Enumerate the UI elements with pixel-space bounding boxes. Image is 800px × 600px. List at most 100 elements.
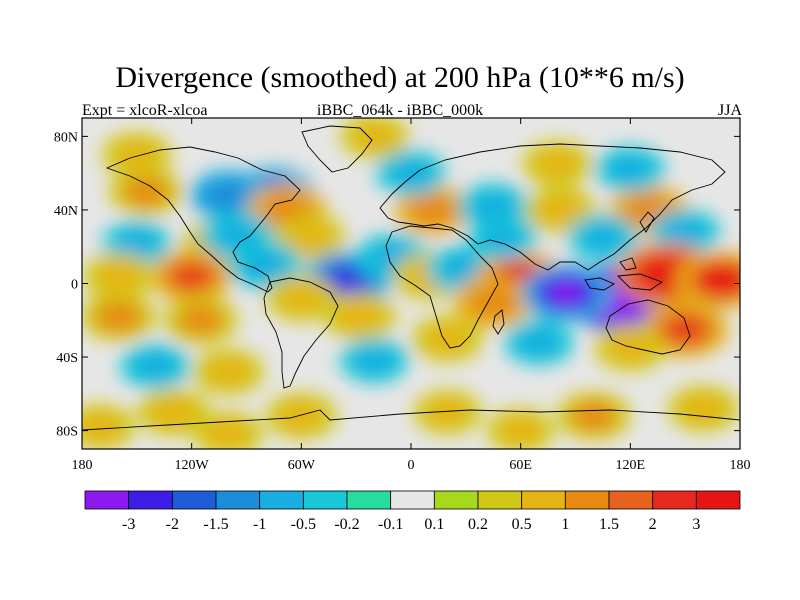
colorbar-label: -2 xyxy=(166,516,179,533)
colorbar-label: 0.2 xyxy=(468,516,488,533)
contour-region xyxy=(440,254,484,283)
colorbar-label: 0.5 xyxy=(512,516,532,533)
colorbar-swatch xyxy=(695,490,741,510)
colorbar-swatch xyxy=(652,490,697,510)
y-tick-label: 40S xyxy=(56,351,78,366)
contour-region xyxy=(408,194,458,226)
y-tick-label: 0 xyxy=(71,278,78,293)
contour-region xyxy=(482,224,523,251)
contour-region xyxy=(337,302,383,332)
contour-region xyxy=(206,357,250,386)
contour-region xyxy=(570,400,617,431)
colorbar-swatch xyxy=(259,490,304,510)
contour-region xyxy=(122,176,169,207)
x-tick-label: 0 xyxy=(408,458,415,473)
colorbar-swatch xyxy=(608,490,654,510)
colorbar-swatch xyxy=(477,490,523,510)
x-tick-label: 180 xyxy=(72,458,93,473)
contour-fill-layer xyxy=(82,118,740,449)
contour-region xyxy=(518,328,560,357)
contour-region xyxy=(664,218,707,246)
colorbar-swatch xyxy=(171,490,217,510)
x-tick-label: 180 xyxy=(730,458,751,473)
contour-region xyxy=(467,285,520,319)
contour-region xyxy=(203,179,253,212)
contour-region xyxy=(134,352,177,381)
coastline-japan xyxy=(639,211,655,233)
run-comparison-label: iBBC_064k - iBBC_000k xyxy=(316,102,484,119)
axis-ticks: 180 120W 60W 0 60E 120E 180 80N 40N 0 40S 80S xyxy=(54,118,751,473)
contour-region xyxy=(96,261,141,291)
colorbar-swatch xyxy=(564,490,610,510)
x-tick-label: 60W xyxy=(288,458,316,473)
coastline-antarctica xyxy=(82,409,740,431)
contour-region xyxy=(427,398,468,426)
contour-region xyxy=(354,122,395,150)
x-tick-label: 60E xyxy=(509,458,532,473)
experiment-label: Expt = xlcoR-xlcoa xyxy=(82,102,208,119)
contour-region xyxy=(94,301,143,332)
colorbar-swatch xyxy=(346,490,392,510)
contour-region xyxy=(289,223,332,252)
colorbar-swatch xyxy=(521,490,566,510)
coastline-greenland xyxy=(301,125,373,173)
figure-title: Divergence (smoothed) at 200 hPa (10**6 … xyxy=(115,61,685,94)
contour-region xyxy=(425,324,470,353)
contour-region xyxy=(177,305,224,336)
colorbar-swatch xyxy=(84,490,130,510)
coastline-eurasia xyxy=(379,143,726,271)
colorbar: -3 -2 -1.5 -1 -0.5 -0.2 -0.1 0.1 0.2 0.5 1 1.5 2 3 xyxy=(84,490,741,533)
colorbar-label: 1 xyxy=(561,516,569,533)
y-tick-label: 40N xyxy=(54,204,78,219)
colorbar-swatch xyxy=(433,490,479,510)
contour-region xyxy=(116,229,158,257)
colorbar-label: -0.1 xyxy=(378,516,403,533)
colorbar-label: -0.2 xyxy=(334,516,359,533)
contour-region-core xyxy=(178,267,206,285)
colorbar-swatch xyxy=(302,490,348,510)
season-label: JJA xyxy=(717,102,742,119)
x-tick-label: 120W xyxy=(175,458,210,473)
contour-region xyxy=(582,223,624,252)
colorbar-label: -3 xyxy=(122,516,135,533)
contour-region-core xyxy=(649,263,685,286)
contour-region-core xyxy=(706,269,738,290)
colorbar-swatch xyxy=(128,490,173,510)
contour-region xyxy=(390,159,432,187)
coastline-australia xyxy=(605,299,691,355)
y-tick-label: 80N xyxy=(54,130,78,145)
contour-region xyxy=(115,140,158,169)
contour-region xyxy=(279,401,323,431)
colorbar-label: 0.1 xyxy=(424,516,444,533)
contour-region xyxy=(279,284,323,313)
contour-region-core xyxy=(332,270,363,290)
coastline-south-america xyxy=(263,277,339,389)
coastline-north-america xyxy=(105,146,301,293)
contour-region xyxy=(608,333,652,363)
contour-region xyxy=(500,417,541,445)
x-tick-label: 120E xyxy=(616,458,646,473)
contour-region xyxy=(681,394,726,423)
colorbar-label: -1.5 xyxy=(203,516,228,533)
colorbar-label: 2 xyxy=(649,516,657,533)
contour-region-core xyxy=(550,282,583,303)
contour-region xyxy=(609,155,652,184)
coastline-madagascar xyxy=(492,309,505,335)
contour-region xyxy=(151,397,196,427)
colorbar-swatch xyxy=(390,490,435,510)
coastline-africa xyxy=(385,225,499,349)
contour-region xyxy=(536,150,579,178)
colorbar-swatch xyxy=(215,490,261,510)
contour-region xyxy=(354,347,395,375)
contour-region xyxy=(82,413,122,441)
contour-region xyxy=(471,192,515,221)
colorbar-label: -1 xyxy=(253,516,266,533)
coastlines xyxy=(82,125,740,431)
colorbar-label: 3 xyxy=(692,516,700,533)
contour-region xyxy=(539,195,583,225)
contour-region xyxy=(215,221,260,251)
contour-region-core xyxy=(670,320,700,339)
colorbar-label: -0.5 xyxy=(291,516,316,533)
contour-region xyxy=(207,420,250,449)
